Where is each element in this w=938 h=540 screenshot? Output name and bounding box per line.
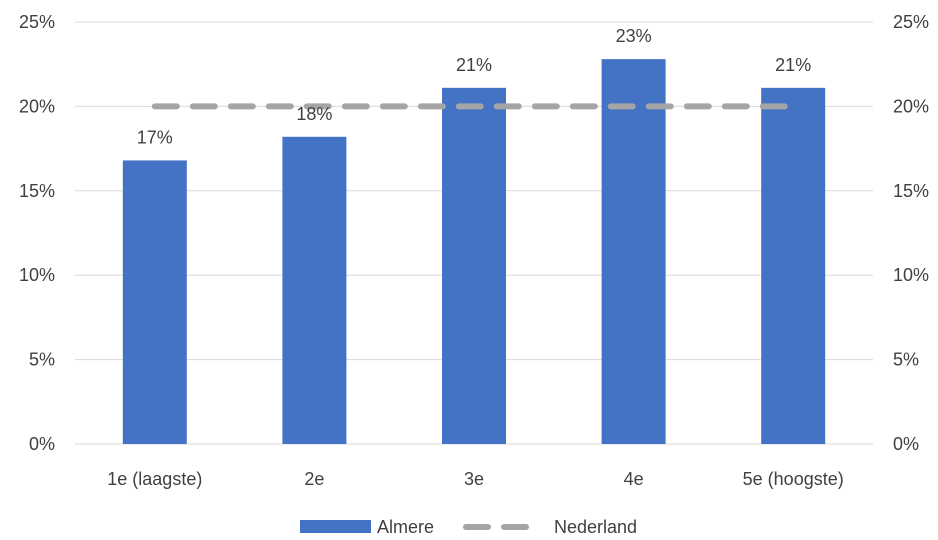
y-tick-label-left: 10% (19, 265, 55, 285)
y-tick-label-right: 25% (893, 12, 929, 32)
legend-label-almere: Almere (377, 517, 434, 537)
y-tick-label-right: 10% (893, 265, 929, 285)
y-tick-label-left: 0% (29, 434, 55, 454)
data-label: 21% (775, 55, 811, 75)
data-label: 23% (616, 26, 652, 46)
y-tick-label-left: 5% (29, 350, 55, 370)
x-axis: 1e (laagste) 2e 3e 4e 5e (hoogste) (107, 469, 843, 489)
data-label: 21% (456, 55, 492, 75)
data-labels: 17% 18% 21% 23% 21% (137, 26, 811, 147)
x-tick-label: 4e (624, 469, 644, 489)
x-tick-label: 3e (464, 469, 484, 489)
data-label: 17% (137, 127, 173, 147)
y-tick-label-left: 15% (19, 181, 55, 201)
data-label: 18% (296, 104, 332, 124)
bar (761, 87, 826, 444)
bar (122, 160, 187, 444)
y-tick-label-left: 20% (19, 96, 55, 116)
bar-series-almere (122, 59, 826, 445)
x-tick-label: 5e (hoogste) (743, 469, 844, 489)
y-tick-label-right: 0% (893, 434, 919, 454)
bar (601, 59, 666, 445)
x-tick-label: 2e (304, 469, 324, 489)
y-axis-right: 0% 5% 10% 15% 20% 25% (893, 12, 929, 454)
y-tick-label-right: 15% (893, 181, 929, 201)
legend: Almere Nederland (300, 517, 637, 537)
x-tick-label: 1e (laagste) (107, 469, 202, 489)
y-axis-left: 0% 5% 10% 15% 20% 25% (19, 12, 55, 454)
y-tick-label-right: 5% (893, 350, 919, 370)
y-tick-label-right: 20% (893, 96, 929, 116)
legend-label-nederland: Nederland (554, 517, 637, 537)
y-tick-label-left: 25% (19, 12, 55, 32)
bar (442, 87, 506, 444)
bar (282, 136, 347, 444)
legend-swatch-almere (300, 520, 371, 533)
